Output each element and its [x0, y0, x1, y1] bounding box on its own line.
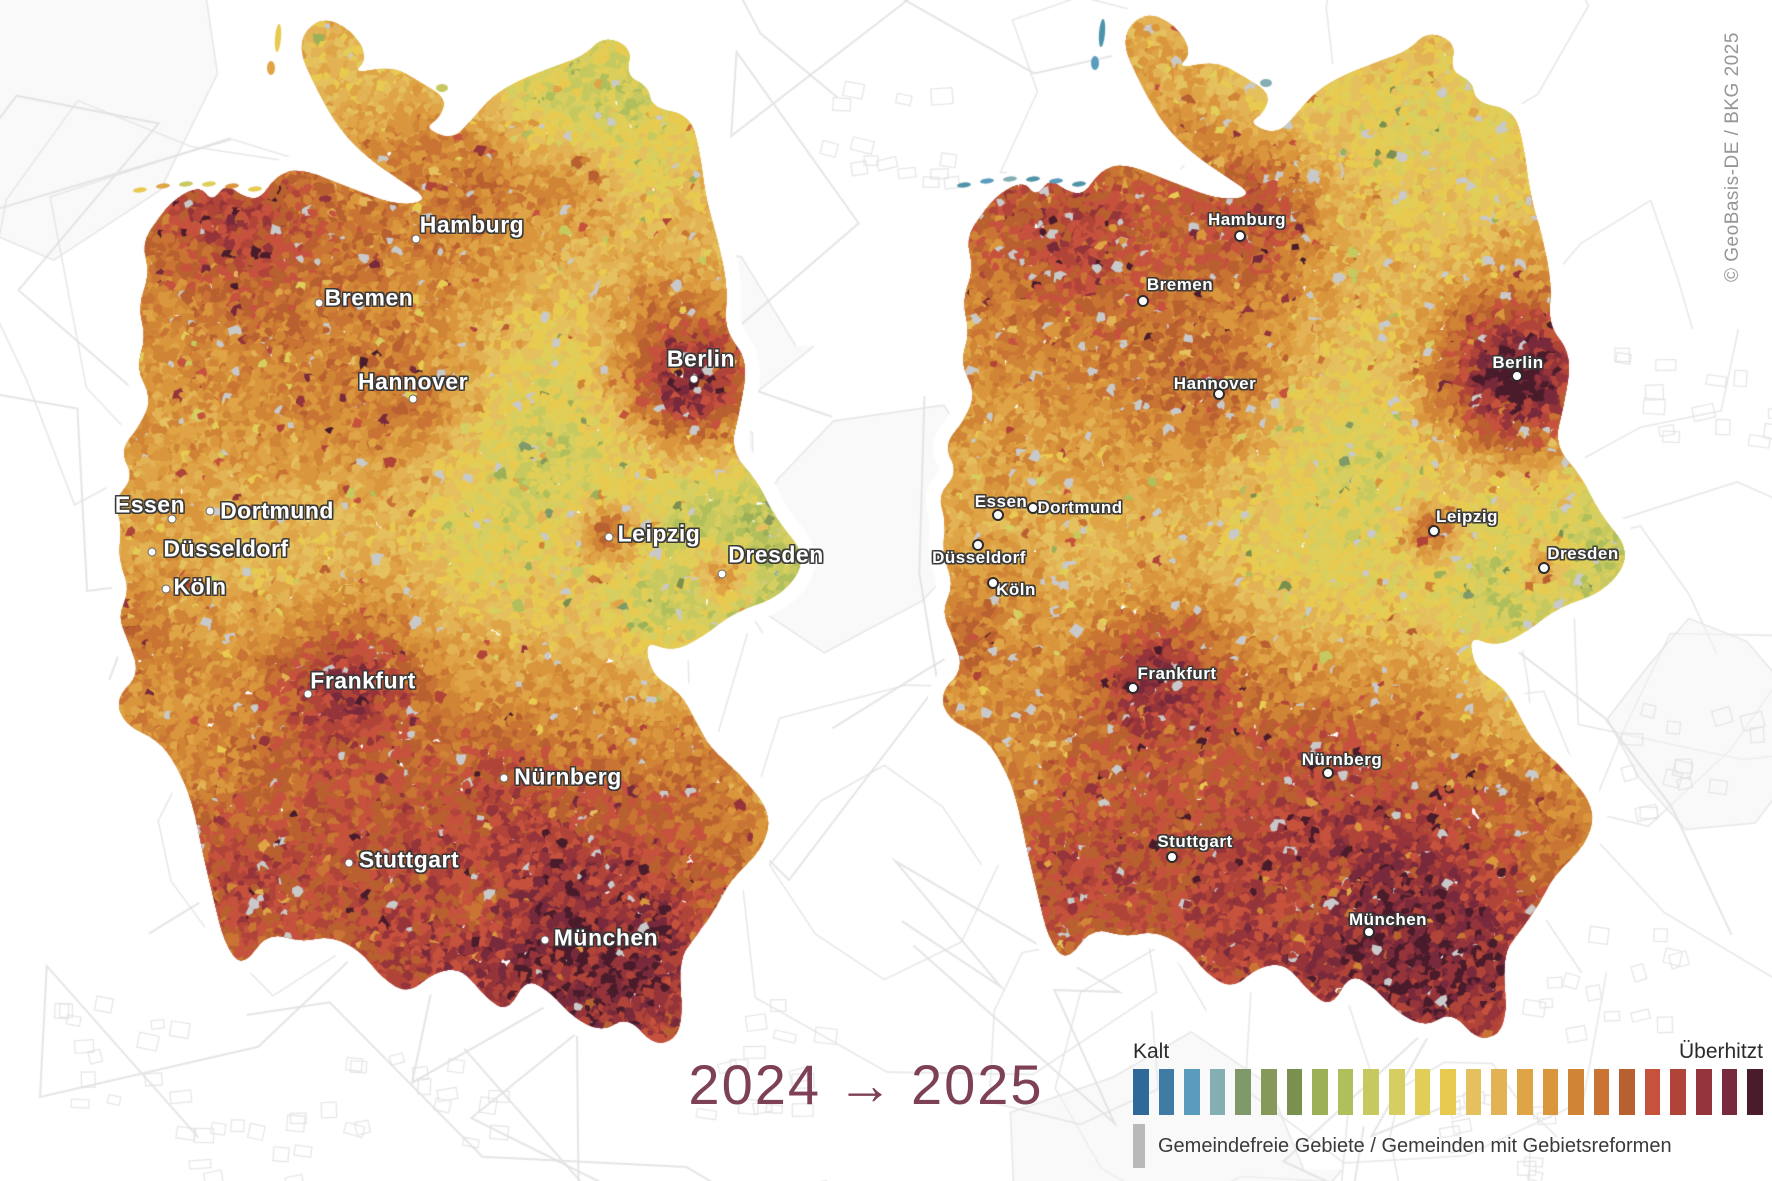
legend-min-label: Kalt — [1133, 1040, 1170, 1063]
legend-color-step-22 — [1696, 1069, 1712, 1115]
missing-data-swatch — [1133, 1124, 1145, 1168]
legend-color-step-15 — [1516, 1069, 1533, 1115]
legend-color-step-3 — [1209, 1069, 1226, 1115]
legend-color-step-10 — [1388, 1069, 1405, 1115]
attribution-text: © GeoBasis-DE / BKG 2025 — [1722, 32, 1743, 282]
legend-color-step-23 — [1721, 1069, 1738, 1115]
legend-color-step-19 — [1619, 1069, 1635, 1115]
legend-color-step-0 — [1133, 1069, 1149, 1115]
arrow-right-icon: → — [837, 1053, 895, 1116]
legend-color-step-14 — [1491, 1069, 1507, 1115]
legend-note: Gemeindefreie Gebiete / Gemeinden mit Ge… — [1133, 1124, 1763, 1168]
legend-color-step-20 — [1644, 1069, 1661, 1115]
legend-extremes: Kalt Überhitzt — [1133, 1040, 1763, 1064]
legend-color-step-11 — [1414, 1069, 1431, 1115]
title-year-to: 2025 — [911, 1053, 1044, 1116]
legend-color-step-17 — [1568, 1069, 1584, 1115]
legend-color-step-16 — [1542, 1069, 1559, 1115]
legend-color-step-24 — [1747, 1069, 1763, 1115]
legend-color-step-13 — [1465, 1069, 1482, 1115]
legend-max-label: Überhitzt — [1678, 1040, 1763, 1063]
legend-color-step-9 — [1363, 1069, 1379, 1115]
legend-color-step-2 — [1184, 1069, 1200, 1115]
title-year-from: 2024 — [688, 1053, 821, 1116]
legend-color-step-12 — [1440, 1069, 1456, 1115]
legend-color-step-8 — [1337, 1069, 1354, 1115]
legend-color-step-18 — [1593, 1069, 1610, 1115]
legend-color-step-5 — [1260, 1069, 1277, 1115]
legend-color-step-4 — [1235, 1069, 1251, 1115]
legend-color-step-6 — [1286, 1069, 1303, 1115]
legend-color-step-7 — [1312, 1069, 1328, 1115]
title-year-range: 2024 → 2025 — [616, 1052, 1116, 1118]
legend-note-text: Gemeindefreie Gebiete / Gemeinden mit Ge… — [1158, 1134, 1672, 1157]
color-scale-legend: Kalt Überhitzt Gemeindefreie Gebiete / G… — [1133, 1040, 1763, 1168]
legend-color-bars — [1133, 1069, 1763, 1115]
legend-color-step-21 — [1670, 1069, 1687, 1115]
legend-color-step-1 — [1158, 1069, 1175, 1115]
